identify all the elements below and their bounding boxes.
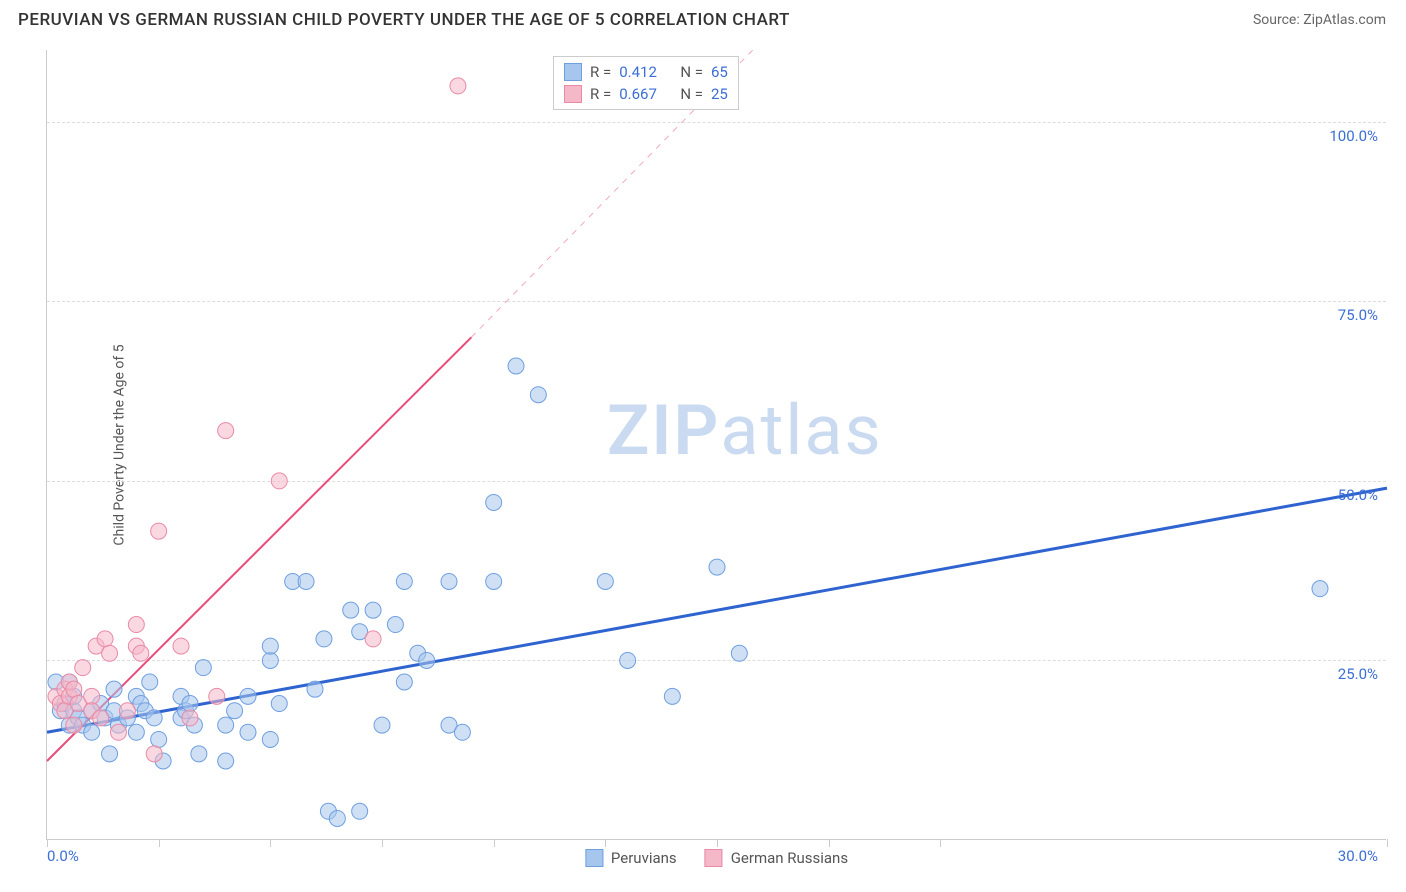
swatch-peruvians-icon	[585, 849, 603, 867]
data-point	[142, 674, 158, 690]
data-point	[151, 523, 167, 539]
x-tick	[382, 839, 383, 847]
data-point	[316, 631, 332, 647]
data-point	[298, 573, 314, 589]
y-tick-label: 25.0%	[1338, 665, 1378, 683]
data-point	[709, 559, 725, 575]
data-point	[597, 573, 613, 589]
swatch-german-russians	[564, 85, 582, 103]
swatch-german-russians-icon	[705, 849, 723, 867]
x-origin-label: 0.0%	[47, 847, 79, 865]
data-point	[508, 358, 524, 374]
data-point	[97, 631, 113, 647]
data-point	[182, 696, 198, 712]
data-point	[262, 731, 278, 747]
data-point	[454, 724, 470, 740]
plot-svg	[47, 50, 1386, 839]
data-point	[102, 746, 118, 762]
x-tick	[940, 839, 941, 847]
data-point	[102, 645, 118, 661]
data-point	[119, 703, 135, 719]
data-point	[240, 688, 256, 704]
data-point	[218, 717, 234, 733]
chart-area: Child Poverty Under the Age of 5 ZIPatla…	[46, 50, 1386, 840]
data-point	[133, 645, 149, 661]
data-point	[365, 602, 381, 618]
data-point	[329, 810, 345, 826]
data-point	[396, 573, 412, 589]
data-point	[271, 696, 287, 712]
chart-title: PERUVIAN VS GERMAN RUSSIAN CHILD POVERTY…	[18, 10, 790, 30]
y-tick-label: 100.0%	[1329, 127, 1378, 145]
data-point	[93, 710, 109, 726]
data-point	[387, 617, 403, 633]
data-point	[441, 573, 457, 589]
data-point	[307, 681, 323, 697]
data-point	[106, 681, 122, 697]
regression-line	[47, 337, 471, 761]
x-tick	[1387, 839, 1388, 847]
data-point	[151, 731, 167, 747]
data-point	[146, 746, 162, 762]
stats-row-german-russians: R = 0.667 N = 25	[564, 83, 728, 105]
data-point	[262, 652, 278, 668]
data-point	[128, 617, 144, 633]
data-point	[218, 753, 234, 769]
y-tick-label: 50.0%	[1338, 486, 1378, 504]
data-point	[240, 724, 256, 740]
x-tick	[270, 839, 271, 847]
data-point	[374, 717, 390, 733]
data-point	[128, 724, 144, 740]
x-tick	[494, 839, 495, 847]
data-point	[84, 688, 100, 704]
data-point	[664, 688, 680, 704]
data-point	[352, 803, 368, 819]
x-tick	[159, 839, 160, 847]
data-point	[191, 746, 207, 762]
y-tick-label: 75.0%	[1338, 306, 1378, 324]
data-point	[486, 494, 502, 510]
plot-frame: Child Poverty Under the Age of 5 ZIPatla…	[46, 50, 1386, 840]
stats-row-peruvians: R = 0.412 N = 65	[564, 61, 728, 83]
series-legend: Peruvians German Russians	[585, 849, 848, 867]
data-point	[271, 473, 287, 489]
data-point	[110, 724, 126, 740]
data-point	[262, 638, 278, 654]
x-max-label: 30.0%	[1338, 847, 1378, 865]
data-point	[146, 710, 162, 726]
data-point	[419, 652, 435, 668]
data-point	[195, 660, 211, 676]
source-label: Source: ZipAtlas.com	[1253, 12, 1386, 28]
data-point	[75, 660, 91, 676]
data-point	[84, 724, 100, 740]
data-point	[365, 631, 381, 647]
x-tick	[829, 839, 830, 847]
data-point	[450, 78, 466, 94]
data-point	[1312, 581, 1328, 597]
data-point	[731, 645, 747, 661]
stats-legend: R = 0.412 N = 65 R = 0.667 N = 25	[553, 56, 739, 110]
data-point	[173, 638, 189, 654]
x-tick	[47, 839, 48, 847]
data-point	[343, 602, 359, 618]
x-tick	[605, 839, 606, 847]
data-point	[209, 688, 225, 704]
swatch-peruvians	[564, 63, 582, 81]
data-point	[620, 652, 636, 668]
data-point	[396, 674, 412, 690]
data-point	[530, 387, 546, 403]
legend-item-german-russians: German Russians	[705, 849, 848, 867]
data-point	[66, 681, 82, 697]
data-point	[66, 717, 82, 733]
legend-item-peruvians: Peruvians	[585, 849, 677, 867]
data-point	[227, 703, 243, 719]
data-point	[182, 710, 198, 726]
data-point	[486, 573, 502, 589]
x-tick	[717, 839, 718, 847]
data-point	[218, 423, 234, 439]
